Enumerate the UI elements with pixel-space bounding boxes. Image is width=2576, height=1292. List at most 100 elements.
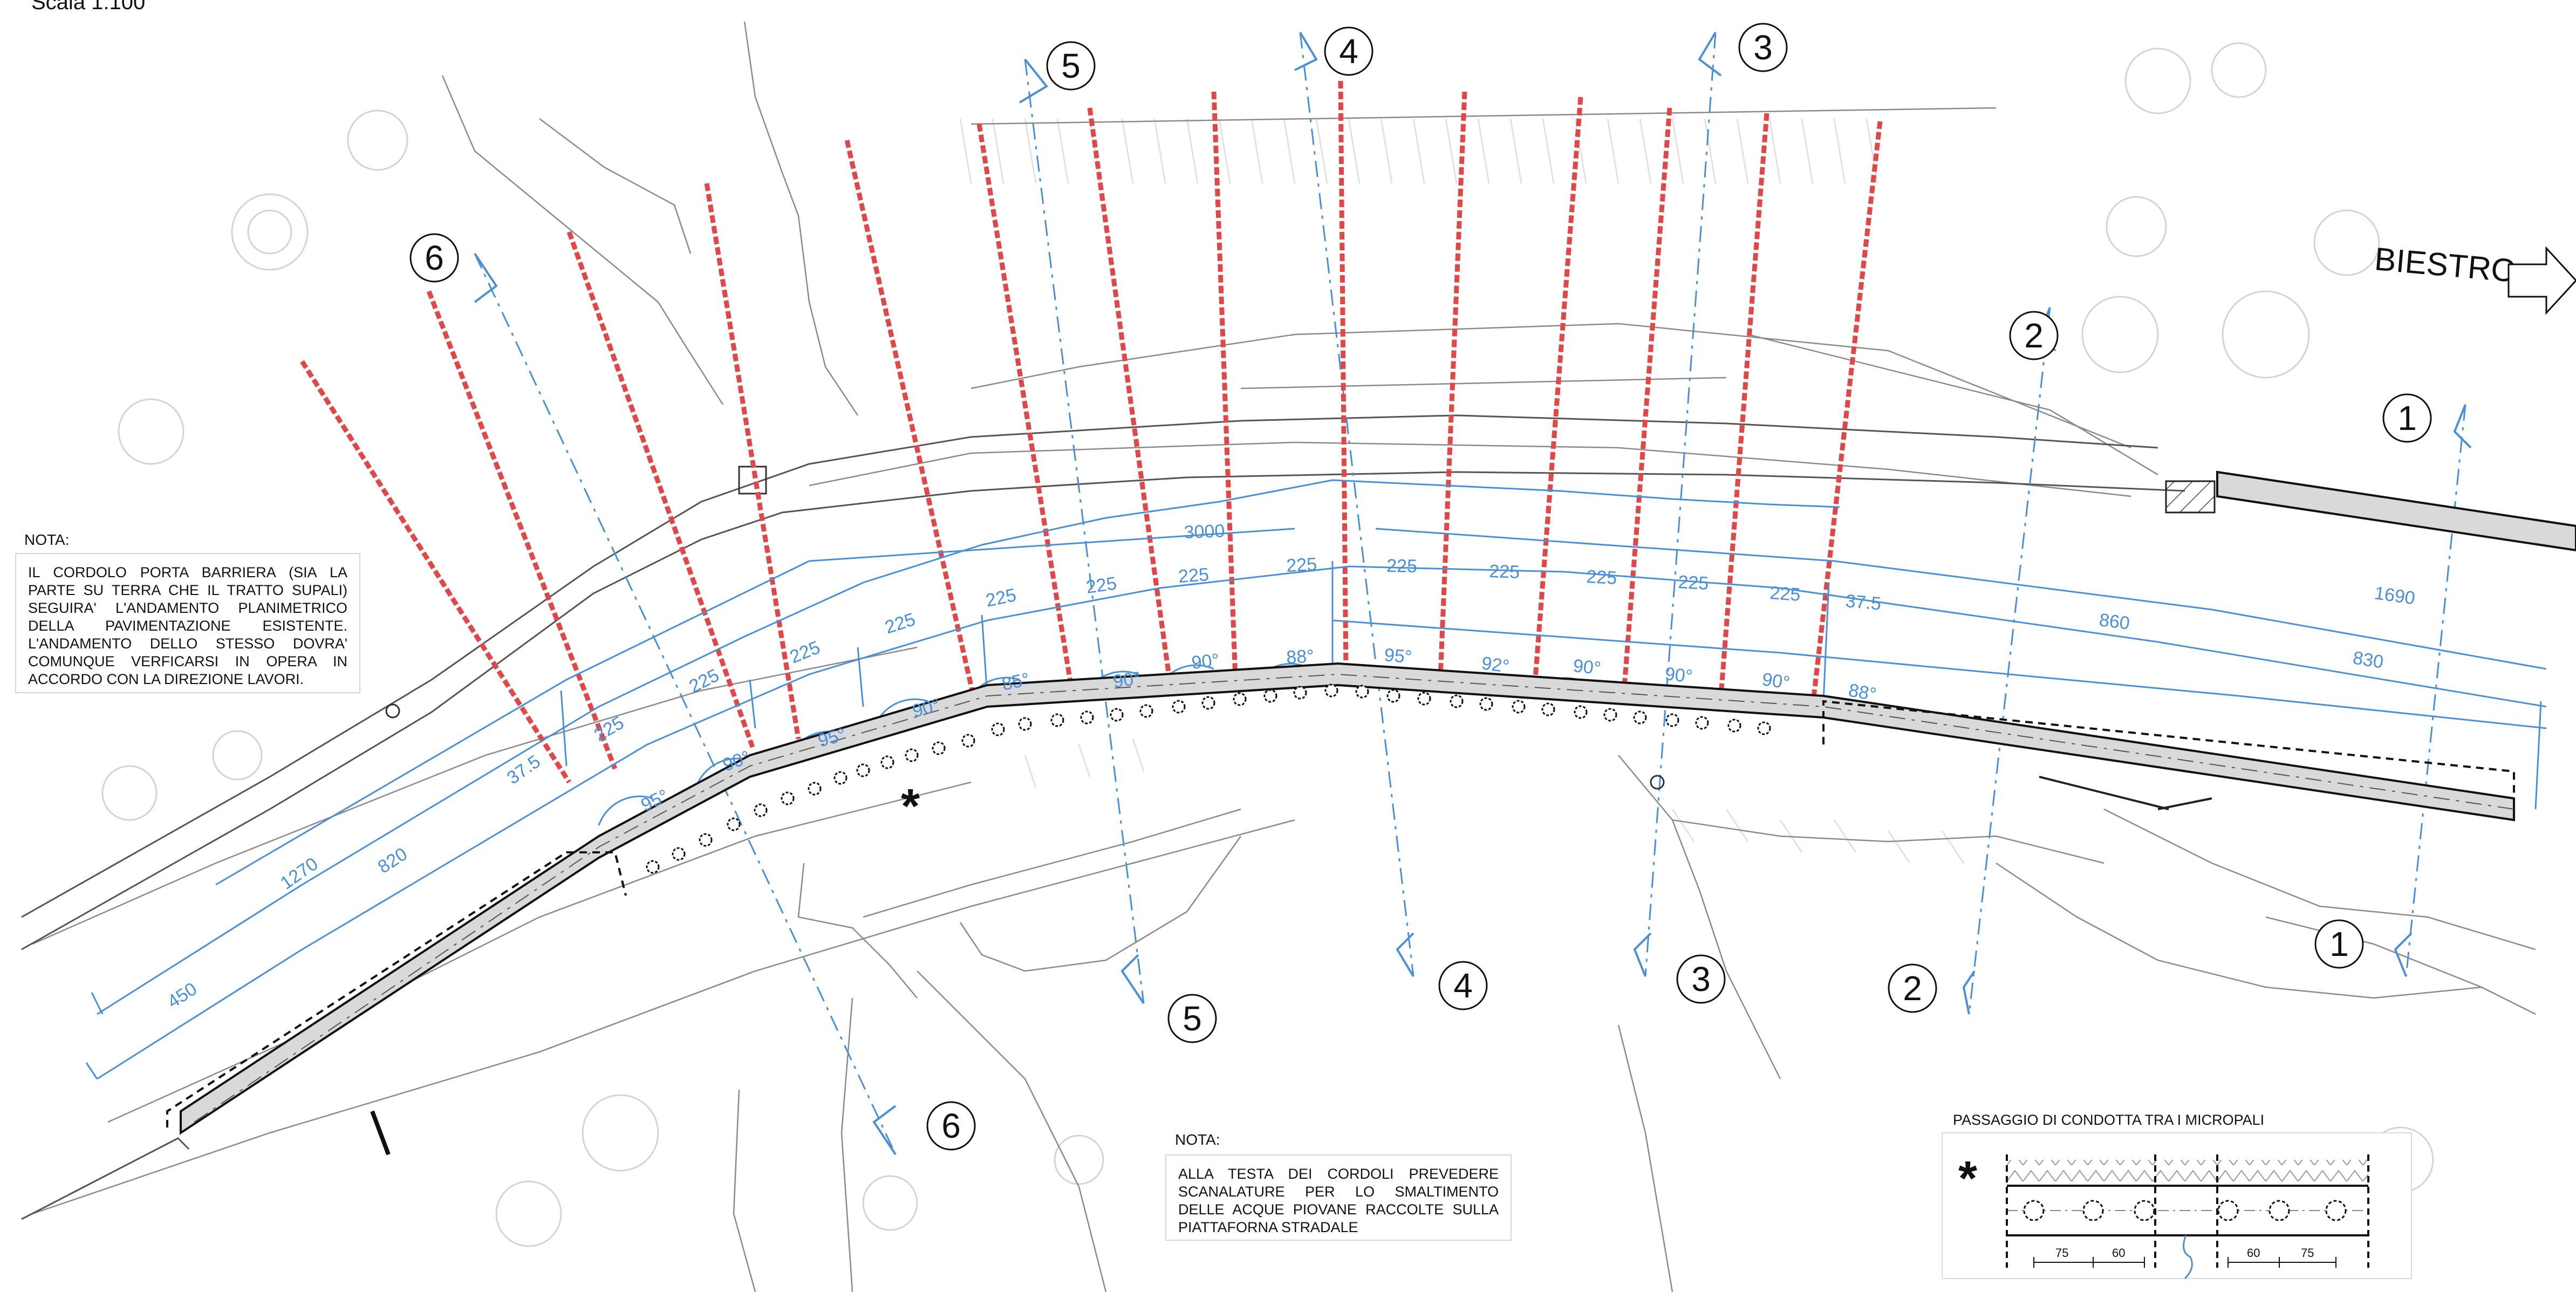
pile-circle xyxy=(699,833,713,847)
pile-circle xyxy=(1757,721,1771,735)
dim-inner-830: 830 xyxy=(2352,647,2385,672)
section-marker-bottom: 5 xyxy=(1167,994,1217,1043)
dim-spacing: 225 xyxy=(1178,564,1210,587)
note-bottom-box: ALLA TESTA DEI CORDOLI PREVEDERE SCANALA… xyxy=(1165,1154,1512,1241)
section-marker-top: 6 xyxy=(409,233,459,283)
pile-circle xyxy=(1603,708,1617,722)
dim-spacing: 225 xyxy=(686,665,722,698)
direction-arrow xyxy=(2507,246,2576,315)
asterisk-marker: * xyxy=(901,780,920,833)
section-marker-bottom-label: 3 xyxy=(1691,960,1711,999)
vegetation-symbols xyxy=(101,42,2434,1247)
pile-circle xyxy=(905,748,919,762)
dim-inner-450: 450 xyxy=(164,979,201,1013)
dimension-labels: 3000 1690 37.5 225 225 225 225 225 225 225 225 225 2… xyxy=(164,521,2416,1012)
note-bottom-text: ALLA TESTA DEI CORDOLI PREVEDERE SCANALA… xyxy=(1178,1166,1499,1235)
pipe-symbol xyxy=(370,1110,391,1156)
terrain-lines xyxy=(32,21,2536,1292)
section-marker-top: 1 xyxy=(2382,393,2432,443)
section-marker-top-label: 5 xyxy=(1061,46,1081,85)
dim-spacing: 225 xyxy=(1386,556,1417,577)
pile-circle xyxy=(1479,697,1493,711)
section-marker-bottom-label: 5 xyxy=(1183,999,1202,1038)
detail-dim-right-1: 60 xyxy=(2247,1246,2260,1260)
dim-inner-860: 860 xyxy=(2098,610,2131,634)
dim-inner-820: 820 xyxy=(374,844,411,878)
section-marker-top-label: 4 xyxy=(1339,32,1358,71)
pile-circle xyxy=(856,763,870,777)
angle-label: 90° xyxy=(1112,668,1142,692)
section-marker-top-label: 6 xyxy=(425,238,444,277)
dim-spacing: 225 xyxy=(984,585,1018,611)
dim-spacing: 225 xyxy=(1286,554,1317,576)
section-markers-top: 6 5 4 3 2 1 xyxy=(409,23,2432,443)
section-marker-top-label: 1 xyxy=(2397,399,2417,437)
pile-circle xyxy=(1633,710,1647,724)
pile-circle xyxy=(1727,719,1741,733)
pile-circle xyxy=(1263,689,1277,703)
scale-label: Scala 1:100 xyxy=(31,0,146,14)
dim-spacing: 225 xyxy=(1489,561,1520,583)
section-marker-bottom-label: 1 xyxy=(2329,925,2349,963)
pile-circle xyxy=(1665,713,1679,727)
dim-spacing: 225 xyxy=(883,609,918,638)
pile-circle xyxy=(672,847,686,861)
pile-circle xyxy=(1417,692,1431,706)
dim-spacing: 225 xyxy=(1085,573,1118,598)
angle-label: 88° xyxy=(1286,646,1314,668)
dimension-ticks xyxy=(560,561,2542,810)
section-marker-top: 3 xyxy=(1738,23,1788,72)
pile-circle xyxy=(1695,716,1709,730)
section-marker-bottom: 6 xyxy=(926,1101,976,1151)
pile-circle xyxy=(880,755,894,769)
curb-dashed-outline xyxy=(166,700,2515,1127)
section-marker-top: 5 xyxy=(1046,41,1096,91)
pile-circle xyxy=(646,860,660,874)
pile-circle xyxy=(833,771,848,785)
pile-circle xyxy=(1018,717,1032,731)
angle-label: 90° xyxy=(1761,669,1791,693)
detail-dim-left-2: 60 xyxy=(2112,1246,2125,1260)
detail-marker: * xyxy=(1958,1152,1977,1206)
detail-title: PASSAGGIO DI CONDOTTA TRA I MICROPALI xyxy=(1953,1112,2264,1128)
detail-dim-left-1: 75 xyxy=(2055,1246,2068,1260)
section-marker-bottom-label: 2 xyxy=(1903,969,1922,1008)
survey-points xyxy=(385,703,1665,790)
angle-label: 88° xyxy=(1847,680,1878,705)
pile-circle xyxy=(961,734,975,748)
pile-circle xyxy=(1233,692,1247,706)
pile-circle xyxy=(1050,713,1064,727)
section-marker-bottom-label: 4 xyxy=(1453,966,1473,1005)
pile-circle xyxy=(808,782,822,796)
dim-spacing: 225 xyxy=(787,637,823,667)
pile-circle xyxy=(727,817,741,831)
angle-label: 92° xyxy=(1480,653,1511,677)
dim-spacing: 37.5 xyxy=(503,751,544,788)
pile-circles xyxy=(646,683,1771,874)
note-left-text: IL CORDOLO PORTA BARRIERA (SIA LA PARTE … xyxy=(28,564,347,687)
section-marker-bottom-label: 6 xyxy=(941,1106,961,1145)
angle-label: 90° xyxy=(1191,650,1220,673)
angle-label: 90° xyxy=(1572,655,1602,679)
section-cut-lines xyxy=(474,32,2466,1155)
section-marker-top-label: 3 xyxy=(1753,28,1773,67)
pile-circle xyxy=(1574,705,1588,719)
dim-spacing: 37.5 xyxy=(1844,591,1882,614)
curb xyxy=(180,470,2576,1135)
pile-circle xyxy=(991,722,1005,736)
slope-hatching xyxy=(959,118,1965,864)
pile-circle xyxy=(932,741,946,755)
pile-circle xyxy=(1541,702,1555,716)
dim-outer-1690: 1690 xyxy=(2373,583,2416,609)
note-bottom-title: NOTA: xyxy=(1175,1131,1220,1148)
angle-label: 95° xyxy=(1383,645,1413,667)
pile-circle xyxy=(781,791,795,805)
pile-circle xyxy=(1386,689,1400,703)
pile-circle xyxy=(1201,696,1215,710)
detail-dim-right-2: 75 xyxy=(2301,1246,2314,1260)
dim-inner-1270: 1270 xyxy=(277,853,322,894)
section-marker-bottom: 1 xyxy=(2314,919,2364,969)
section-marker-bottom: 3 xyxy=(1676,954,1726,1004)
angle-label: 90° xyxy=(1664,664,1693,687)
